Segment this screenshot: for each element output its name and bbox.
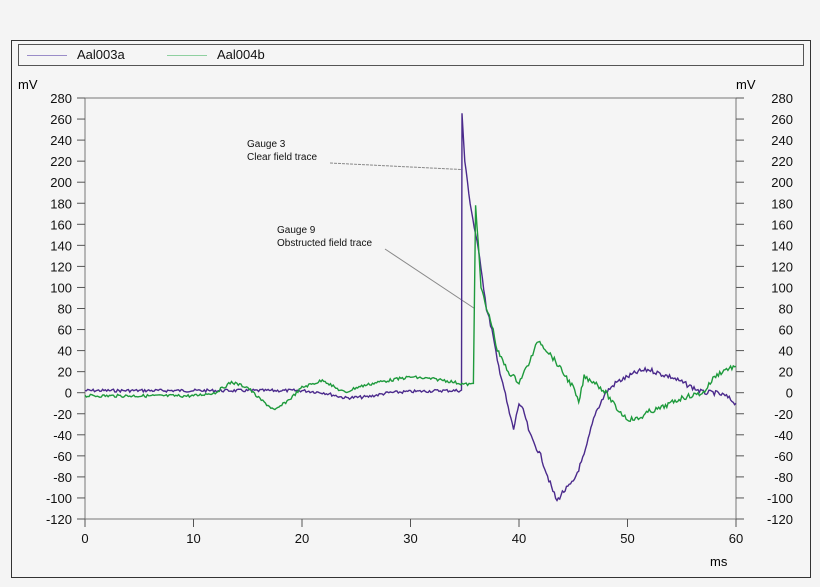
y-tick-label-left: 240 (50, 133, 72, 148)
y-tick-label-right: 260 (771, 112, 793, 127)
y-tick-label-right: -20 (774, 407, 793, 422)
y-tick-label-right: 20 (779, 365, 793, 380)
y-tick-label-right: -100 (767, 491, 793, 506)
y-tick-label-left: 120 (50, 259, 72, 274)
y-tick-label-left: 40 (58, 344, 72, 359)
x-tick-label: 20 (295, 531, 309, 546)
annotation-leader-line (329, 162, 463, 171)
y-tick-label-right: 240 (771, 133, 793, 148)
y-tick-label-left: 280 (50, 91, 72, 106)
y-tick-label-left: 180 (50, 196, 72, 211)
y-tick-label-left: 0 (65, 386, 72, 401)
y-tick-label-right: 80 (779, 302, 793, 317)
annotation-text: Gauge 3 (247, 139, 286, 150)
series-line-aal003a (84, 113, 737, 502)
y-tick-label-left: -100 (46, 491, 72, 506)
legend-line-aal003a (27, 55, 67, 56)
annotation-text: Obstructed field trace (277, 238, 372, 249)
y-tick-label-right: 180 (771, 196, 793, 211)
legend-line-aal004b (167, 55, 207, 56)
y-tick-label-right: 280 (771, 91, 793, 106)
x-tick-label: 0 (81, 531, 88, 546)
y-tick-label-left: 160 (50, 217, 72, 232)
y-tick-label-right: -80 (774, 470, 793, 485)
y-tick-label-left: 260 (50, 112, 72, 127)
legend-label-aal003a: Aal003a (77, 47, 125, 62)
x-tick-label: 40 (512, 531, 526, 546)
series-line-aal004b (84, 205, 737, 423)
y-tick-label-left: 200 (50, 175, 72, 190)
y-tick-label-left: -20 (53, 407, 72, 422)
y-tick-label-right: 160 (771, 217, 793, 232)
y-tick-label-left: 20 (58, 365, 72, 380)
y-tick-label-right: 60 (779, 323, 793, 338)
y-tick-label-left: -40 (53, 428, 72, 443)
annotation-text: Gauge 9 (277, 225, 316, 236)
chart-frame (11, 40, 811, 578)
x-tick-label: 10 (186, 531, 200, 546)
legend-label-aal004b: Aal004b (217, 47, 265, 62)
y-tick-label-left: 80 (58, 302, 72, 317)
x-tick-label: 60 (729, 531, 743, 546)
y-tick-label-left: -60 (53, 449, 72, 464)
y-tick-label-right: -40 (774, 428, 793, 443)
x-axis-label: ms (710, 554, 728, 569)
y-tick-label-left: 220 (50, 154, 72, 169)
annotation-text: Clear field trace (247, 152, 317, 163)
annotation-leader-line (384, 248, 475, 309)
y-tick-label-right: 200 (771, 175, 793, 190)
y-axis-label-left: mV (18, 77, 38, 92)
x-tick-label: 30 (403, 531, 417, 546)
y-tick-label-right: 220 (771, 154, 793, 169)
y-tick-label-right: 140 (771, 238, 793, 253)
y-tick-label-right: 0 (786, 386, 793, 401)
y-tick-label-left: 60 (58, 323, 72, 338)
legend: Aal003a Aal004b (18, 44, 804, 66)
y-tick-label-left: 100 (50, 280, 72, 295)
y-tick-label-right: 40 (779, 344, 793, 359)
y-tick-label-left: -120 (46, 512, 72, 527)
y-tick-label-right: -120 (767, 512, 793, 527)
x-tick-label: 50 (620, 531, 634, 546)
y-tick-label-right: 120 (771, 259, 793, 274)
y-tick-label-left: 140 (50, 238, 72, 253)
y-axis-label-right: mV (736, 77, 756, 92)
plot-border (84, 97, 737, 520)
y-tick-label-right: 100 (771, 280, 793, 295)
y-tick-label-left: -80 (53, 470, 72, 485)
y-tick-label-right: -60 (774, 449, 793, 464)
